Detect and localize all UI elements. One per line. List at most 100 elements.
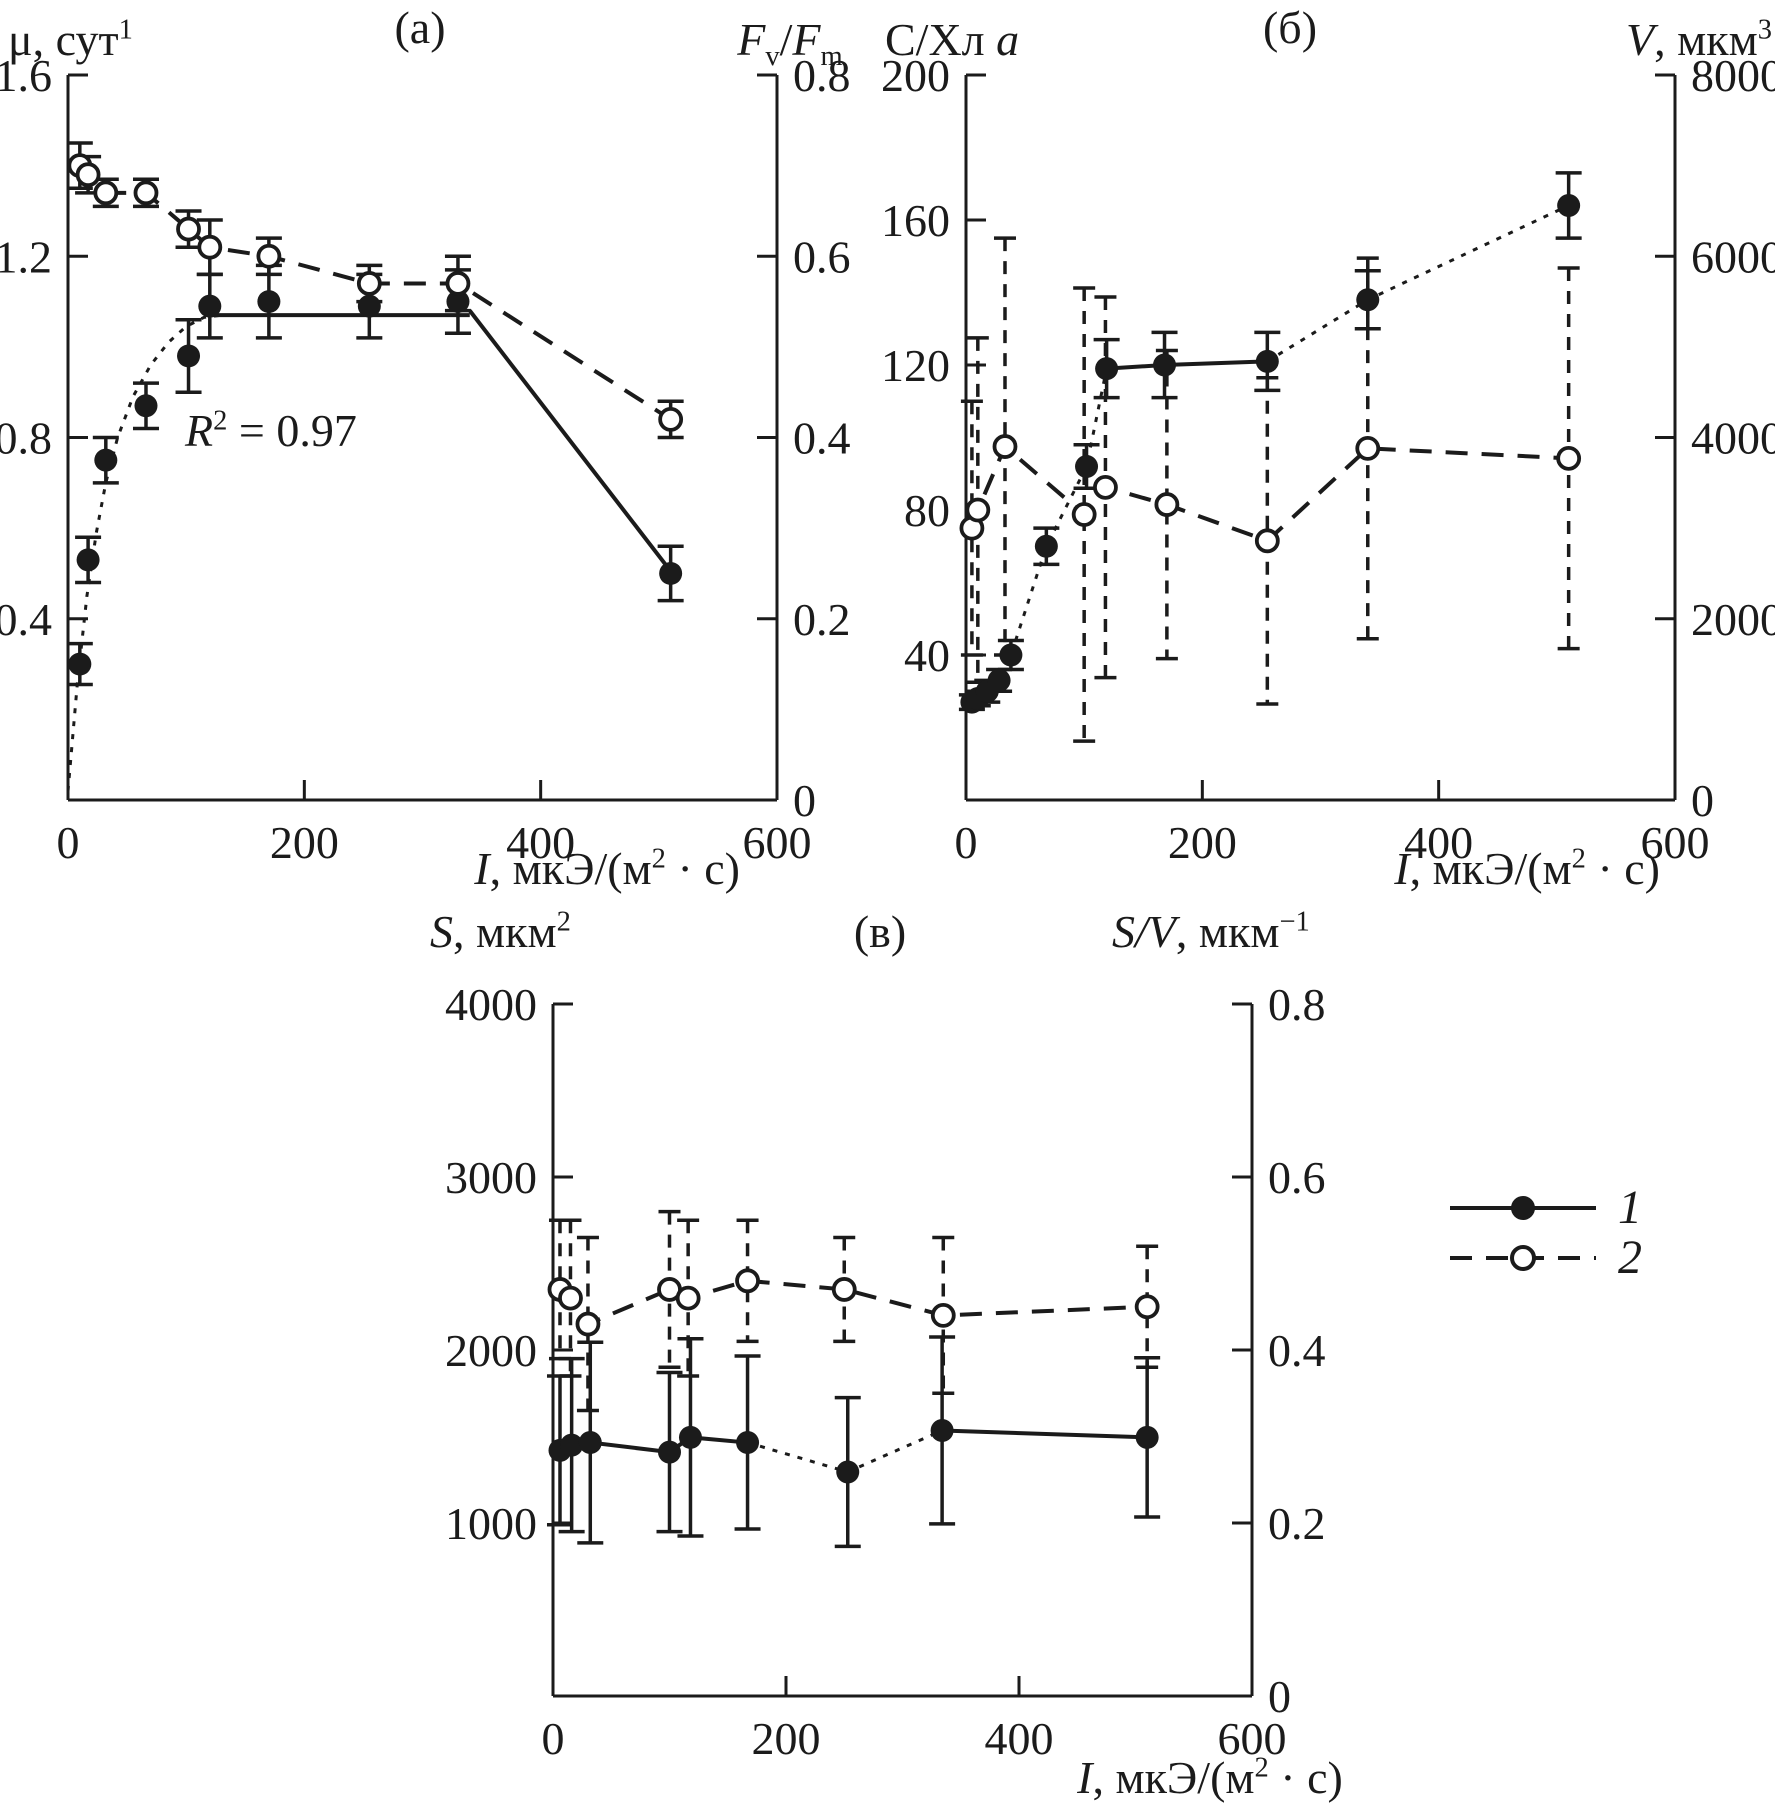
r2-var: R <box>185 405 214 456</box>
series-1-error-bars <box>958 171 1582 712</box>
data-point-open <box>356 271 382 296</box>
panel-v-right-axis-title: S/V, мкм−1 <box>1112 906 1310 959</box>
panel-b-axes: 200 160 120 80 40 8000 6000 4000 2000 0 0 200 400 600 <box>881 50 1775 868</box>
right-tick-label: 0.8 <box>1268 979 1326 1030</box>
series-2-line <box>970 443 1569 544</box>
right-tick-label: 4000 <box>1691 413 1775 464</box>
x-tick-label: 200 <box>752 1713 821 1764</box>
mu-label-text: μ, сут <box>8 14 119 65</box>
data-point-filled <box>94 448 118 472</box>
x-sup-b: 2 <box>1571 843 1586 875</box>
line-plateau <box>1106 359 1268 371</box>
data-point-filled <box>560 1433 584 1457</box>
data-point-filled <box>1095 357 1119 381</box>
x-var-b: I <box>1394 843 1410 894</box>
data-point-filled <box>1034 534 1058 558</box>
data-point-open <box>675 1285 701 1311</box>
panel-v-x-axis-title: I, мкЭ/(м2 · с) <box>1030 1752 1390 1805</box>
right-tick-label: 2000 <box>1691 594 1775 645</box>
left-tick-label: 3000 <box>445 1152 537 1203</box>
data-point-open <box>992 434 1018 459</box>
data-point-filled <box>257 290 281 314</box>
data-point-filled <box>836 1460 860 1484</box>
r2-value: = 0.97 <box>227 405 357 456</box>
panel-b-title: (б) <box>1262 2 1318 53</box>
data-point-filled <box>659 561 683 585</box>
left-tick-label: 1000 <box>445 1498 537 1549</box>
right-tick-label: 0.8 <box>793 50 851 101</box>
right-tick-label: 8000 <box>1691 50 1775 101</box>
x-tick-label: 200 <box>1168 817 1237 868</box>
panel-v-title: (в) <box>853 906 907 957</box>
v-units: , мкм <box>1654 14 1758 65</box>
left-tick-label: 2000 <box>445 1325 537 1376</box>
data-point-filled <box>1557 194 1581 217</box>
x-tick-label: 400 <box>985 1713 1054 1764</box>
data-point-filled <box>1075 455 1099 478</box>
data-point-open <box>1254 528 1280 554</box>
panel-a: 1.6 1.2 0.8 0.4 0.8 0.6 0.4 0.2 0 0 200 400 600 <box>0 50 851 868</box>
chl-label-text: С/Хл <box>885 14 997 65</box>
right-tick-label: 0.2 <box>1268 1498 1326 1549</box>
s-units-sup: 2 <box>556 906 571 938</box>
x-tick-label: 400 <box>1404 817 1473 868</box>
data-point-open <box>256 243 282 269</box>
x-post-a: · с) <box>665 843 740 894</box>
data-point-open <box>93 180 119 206</box>
panel-a-left-axis-title: μ, сут1 <box>8 14 133 67</box>
x-post-b: · с) <box>1585 843 1660 894</box>
panel-a-title: (а) <box>394 2 446 53</box>
left-tick-label: 1.2 <box>0 231 52 282</box>
chl-label-a: a <box>996 14 1020 65</box>
r-squared-annotation: R2 = 0.97 <box>185 405 357 458</box>
data-point-open <box>930 1303 956 1328</box>
right-tick-label: 0 <box>793 775 816 826</box>
x-tick-label: 600 <box>1641 817 1710 868</box>
left-tick-label: 0.4 <box>0 594 52 645</box>
panel-a-axes: 1.6 1.2 0.8 0.4 0.8 0.6 0.4 0.2 0 0 200 400 600 <box>0 50 851 868</box>
panel-b-right-axis-title: V, мкм3 <box>1590 14 1772 67</box>
data-point-filled <box>198 294 222 318</box>
data-point-filled <box>1255 349 1279 373</box>
data-point-filled <box>446 290 470 314</box>
fv-sub: v <box>765 41 780 73</box>
left-tick-label: 40 <box>904 630 950 681</box>
legend-label-1: 1 <box>1618 1181 1642 1234</box>
data-point-filled <box>1356 288 1380 312</box>
x-var-a: I <box>474 843 490 894</box>
panel-a-x-axis-title: I, мкЭ/(м2 · с) <box>440 843 740 896</box>
data-point-open <box>965 497 991 523</box>
data-point-open <box>558 1285 583 1311</box>
series-1-markers <box>68 290 683 676</box>
data-point-filled <box>1135 1425 1159 1449</box>
left-tick-label: 1.6 <box>0 50 52 101</box>
fvfm-slash: / <box>779 14 793 65</box>
s-units: , мкм <box>453 906 557 957</box>
line-rise <box>971 368 1109 704</box>
panel-a-right-axis-title: Fv/Fm <box>690 14 890 71</box>
data-point-open <box>1154 492 1180 517</box>
panel-b: 200 160 120 80 40 8000 6000 4000 2000 0 0 200 400 600 <box>881 50 1775 868</box>
legend-item-series-2: 2 <box>1448 1230 1642 1285</box>
series-2-error-bars <box>548 1209 1159 1413</box>
data-point-filled <box>736 1431 760 1455</box>
x-tick-label: 0 <box>57 817 80 868</box>
panel-b-x-axis-title: I, мкЭ/(м2 · с) <box>1360 843 1660 896</box>
right-tick-label: 0.4 <box>793 413 851 464</box>
panel-v-left-axis-title: S, мкм2 <box>430 906 571 959</box>
sv-units: , мкм <box>1175 906 1280 957</box>
data-point-open <box>735 1268 760 1294</box>
line-fit-curve <box>66 313 222 792</box>
x-tick-label: 400 <box>506 817 575 868</box>
x-tick-label: 0 <box>955 817 978 868</box>
right-tick-label: 0 <box>1691 775 1714 826</box>
line-decline <box>468 309 673 573</box>
series-2-markers <box>959 434 1582 554</box>
line-tail <box>1266 204 1570 363</box>
right-tick-label: 0.4 <box>1268 1325 1326 1376</box>
x-var-v: I <box>1077 1752 1093 1803</box>
left-tick-label: 4000 <box>445 979 537 1030</box>
panel-v-axes: 4000 3000 2000 1000 0.8 0.6 0.4 0.2 0 0 200 400 600 <box>445 979 1326 1764</box>
v-var: V <box>1626 14 1655 65</box>
